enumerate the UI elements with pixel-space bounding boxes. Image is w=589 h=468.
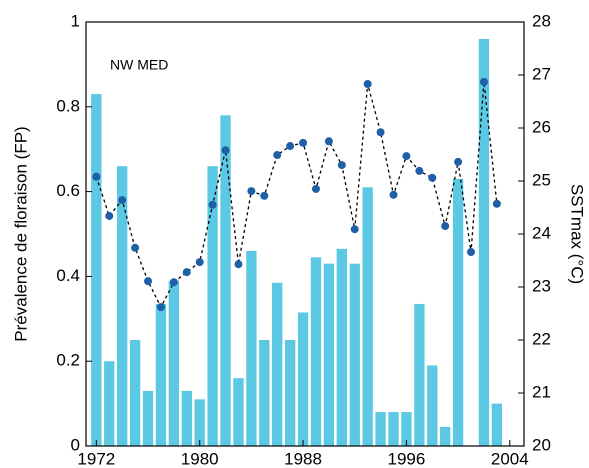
y2-tick-label: 26 [532, 117, 551, 136]
sst-point [299, 138, 308, 147]
sst-point [479, 77, 488, 86]
y2-tick-label: 20 [532, 435, 551, 454]
sst-point [234, 260, 243, 269]
sst-point [260, 191, 269, 200]
bar [155, 303, 167, 446]
bar [336, 248, 347, 446]
bar [233, 378, 244, 446]
y-axis-label: Prévalence de floraison (FP) [11, 126, 30, 341]
y2-tick-label: 21 [532, 382, 551, 401]
bar [207, 166, 218, 446]
sst-point [92, 172, 101, 181]
bar [91, 94, 102, 446]
sst-point [376, 128, 385, 137]
sst-point [389, 190, 398, 199]
bar [246, 250, 257, 446]
sst-point [415, 166, 424, 175]
bar [349, 263, 360, 446]
sst-point [350, 225, 359, 234]
sst-point [363, 80, 372, 89]
bar [117, 166, 128, 446]
y2-tick-label: 23 [532, 276, 551, 295]
y-tick-label: 0 [71, 435, 80, 454]
sst-point [286, 142, 295, 151]
sst-point [337, 161, 346, 170]
bar [220, 115, 231, 446]
bar [104, 361, 115, 446]
sst-point [467, 248, 476, 257]
bar [168, 280, 180, 446]
bar [272, 282, 283, 446]
y-tick-label: 0.6 [56, 181, 80, 200]
x-tick-label: 1972 [77, 449, 115, 468]
sst-point [105, 211, 114, 220]
y2-tick-label: 24 [532, 223, 551, 242]
bar [310, 257, 322, 446]
bar [375, 412, 386, 446]
bar [401, 412, 412, 446]
sst-point [454, 157, 463, 166]
sst-line [95, 81, 498, 309]
bar [142, 390, 154, 446]
bar [491, 403, 503, 446]
sst-point [156, 303, 165, 312]
bar [440, 426, 451, 446]
bar [388, 412, 399, 446]
sst-point [169, 278, 178, 287]
y-tick-label: 1 [71, 11, 80, 30]
y2-tick-label: 28 [532, 11, 551, 30]
x-tick-label: 1988 [284, 449, 322, 468]
x-tick-label: 1980 [181, 449, 219, 468]
sst-point [492, 199, 501, 208]
sst-point [311, 184, 320, 193]
sst-point [247, 187, 256, 196]
annotation: NW MED [110, 57, 168, 73]
bar [259, 340, 270, 446]
bar [323, 263, 335, 446]
bar [362, 187, 373, 447]
sst-point [208, 200, 217, 209]
y2-axis-label: SSTmax (°C) [568, 184, 587, 284]
sst-point [402, 152, 411, 161]
y2-tick-label: 25 [532, 170, 551, 189]
bar [284, 340, 296, 446]
sst-point [221, 146, 230, 155]
y2-tick-label: 27 [532, 64, 551, 83]
sst-point [273, 151, 282, 160]
y-tick-label: 0.4 [56, 266, 80, 285]
sst-point [428, 173, 437, 182]
y-tick-label: 0.2 [56, 351, 80, 370]
bar [427, 365, 438, 446]
bar [129, 340, 141, 446]
bar [478, 38, 490, 447]
x-tick-label: 1996 [388, 449, 426, 468]
bar [414, 303, 425, 446]
sst-point [144, 277, 153, 286]
sst-point [118, 196, 127, 205]
bar [297, 312, 309, 446]
sst-point [195, 258, 204, 267]
bar [194, 399, 205, 446]
sst-point [324, 137, 333, 146]
x-tick-label: 2004 [491, 449, 529, 468]
bar [452, 178, 464, 446]
sst-point [441, 222, 450, 231]
y2-tick-label: 22 [532, 329, 551, 348]
sst-point [182, 268, 191, 277]
bar [181, 390, 192, 446]
sst-point [131, 243, 140, 252]
y-tick-label: 0.8 [56, 96, 80, 115]
